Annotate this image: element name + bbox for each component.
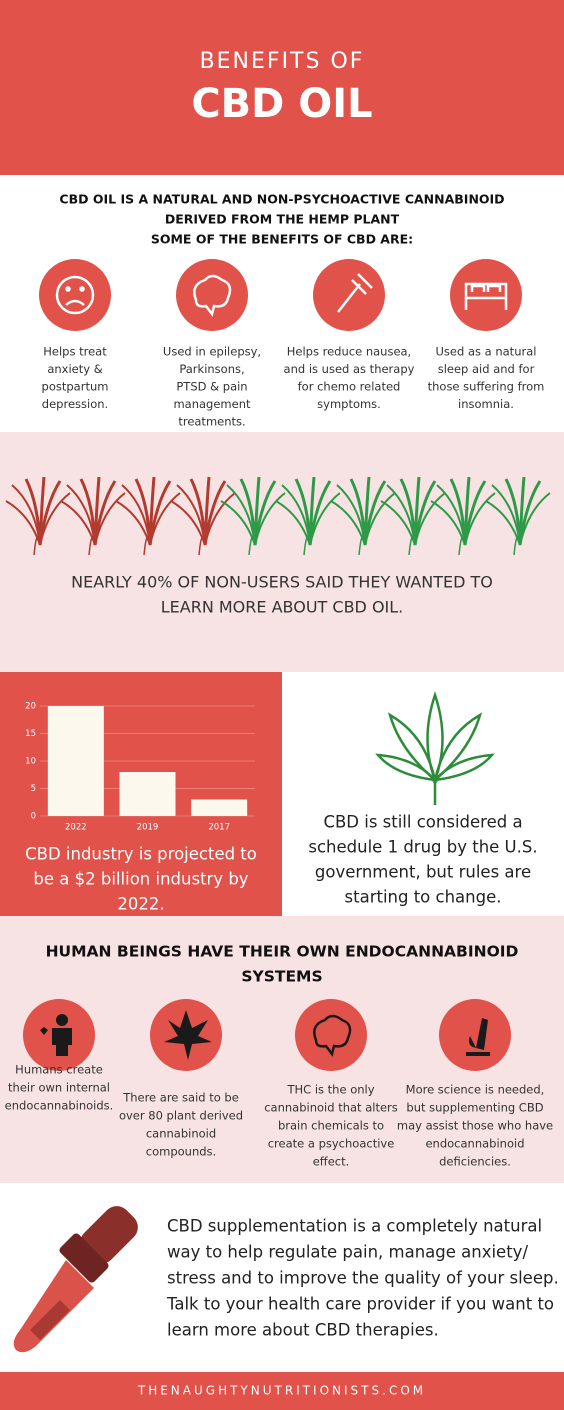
closing-text: stress and to improve the quality of you…: [167, 1269, 559, 1288]
benefit-text: depression.: [42, 397, 108, 411]
stat-text: LEARN MORE ABOUT CBD OIL.: [161, 598, 404, 617]
systems-title: HUMAN BEINGS HAVE THEIR OWN ENDOCANNABIN…: [46, 943, 519, 961]
schedule-text: schedule 1 drug by the U.S.: [308, 838, 537, 857]
benefit-text: those suffering from: [428, 380, 545, 394]
benefit-text: management: [173, 397, 251, 411]
system-text: cannabinoid: [146, 1127, 216, 1141]
system-text: effect.: [313, 1155, 350, 1169]
x-tick-label: 2017: [208, 823, 230, 833]
benefit-text: Used as a natural: [436, 345, 537, 359]
subtitle: BENEFITS OF: [200, 49, 365, 74]
system-text: deficiencies.: [439, 1155, 511, 1169]
stat-bg: [0, 432, 564, 672]
footer: THENAUGHTYNUTRITIONISTS.COM: [137, 1384, 426, 1398]
benefit-text: Parkinsons,: [179, 362, 244, 376]
benefit-text: Helps treat: [43, 345, 107, 359]
cannabis-leaf: [375, 691, 495, 805]
dropper-illustration: [13, 1206, 138, 1353]
benefit-text: for chemo related: [298, 380, 401, 394]
system-text: More science is needed,: [406, 1083, 545, 1097]
footer-bg: [0, 1372, 564, 1410]
system-text: but supplementing CBD: [406, 1101, 543, 1115]
system-text: Humans create: [15, 1063, 103, 1077]
bar: [191, 799, 248, 816]
icon-glyphs: [55, 273, 508, 317]
system-text: create a psychoactive: [268, 1137, 395, 1151]
benefit-text: PTSD & pain: [176, 380, 247, 394]
y-tick-label: 5: [31, 784, 36, 794]
benefit-text: symptoms.: [317, 397, 381, 411]
system-text: may assist those who have: [397, 1119, 553, 1133]
bar: [47, 706, 104, 816]
schedule-text: CBD is still considered a: [323, 813, 522, 832]
system-text: compounds.: [146, 1145, 216, 1159]
benefit-text: Used in epilepsy,: [163, 345, 261, 359]
system-glyphs: [40, 1010, 490, 1060]
y-tick-label: 15: [25, 729, 36, 739]
schedule-bg: [282, 672, 564, 916]
intro-text: CBD OIL IS A NATURAL AND NON-PSYCHOACTIV…: [59, 192, 504, 207]
benefit-text: and is used as therapy: [284, 362, 415, 376]
projection-text: be a $2 billion industry by: [33, 870, 248, 889]
title: CBD OIL: [191, 81, 372, 127]
stat-text: NEARLY 40% OF NON-USERS SAID THEY WANTED…: [71, 573, 493, 592]
system-text: THC is the only: [286, 1083, 374, 1097]
benefit-text: Helps reduce nausea,: [287, 345, 411, 359]
benefit-text: postpartum: [42, 380, 109, 394]
x-tick-label: 2019: [137, 823, 159, 833]
system-text: cannabinoid that alters: [264, 1101, 398, 1115]
schedule-text: government, but rules are: [315, 863, 531, 882]
closing-text: learn more about CBD therapies.: [167, 1321, 439, 1340]
system-text: There are said to be: [122, 1091, 239, 1105]
system-text: their own internal: [8, 1081, 110, 1095]
closing-text: CBD supplementation is a completely natu…: [167, 1217, 542, 1236]
projection-text: 2022.: [117, 895, 164, 914]
system-text: brain chemicals to: [278, 1119, 384, 1133]
y-tick-label: 0: [31, 812, 36, 822]
header-bg: [0, 0, 564, 175]
system-text: over 80 plant derived: [119, 1109, 243, 1123]
closing-text: way to help regulate pain, manage anxiet…: [167, 1243, 528, 1262]
systems-title: SYSTEMS: [241, 968, 322, 986]
intro-text: DERIVED FROM THE HEMP PLANT: [165, 212, 400, 227]
benefit-text: anxiety &: [47, 362, 102, 376]
closing-text: Talk to your health care provider if you…: [166, 1295, 554, 1314]
system-text: endocannabinoid: [425, 1137, 524, 1151]
projection-text: CBD industry is projected to: [25, 845, 257, 864]
x-tick-label: 2022: [65, 823, 87, 833]
y-tick-label: 10: [25, 757, 36, 767]
schedule-text: starting to change.: [345, 888, 502, 907]
benefit-text: sleep aid and for: [438, 362, 535, 376]
benefit-text: treatments.: [178, 415, 245, 429]
system-text: endocannabinoids.: [5, 1099, 114, 1113]
benefit-text: insomnia.: [458, 397, 514, 411]
benefit-icons: [39, 259, 522, 331]
bar: [119, 772, 176, 816]
y-tick-label: 20: [25, 702, 36, 712]
intro-text: SOME OF THE BENEFITS OF CBD ARE:: [151, 232, 413, 247]
